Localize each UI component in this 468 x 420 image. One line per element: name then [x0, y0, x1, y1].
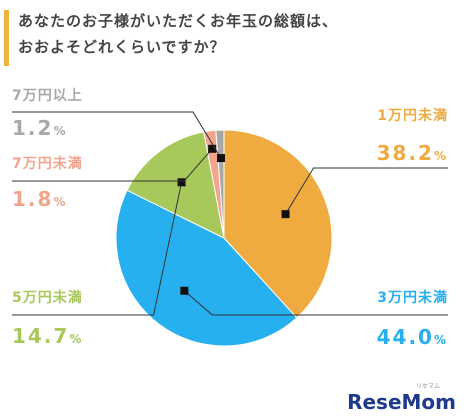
logo-subtext: リセマム: [415, 383, 440, 390]
label-name-slice-7man-ijou: 7万円以上: [12, 88, 83, 104]
title-accent-bar: [4, 10, 9, 66]
label-value-slice-7man-miman: 1.8%: [12, 187, 67, 211]
resemom-logo: ReseMom: [347, 390, 456, 414]
leader-line-slice-3man-miman: [184, 290, 448, 316]
chart-title-line-2: おおよそどれくらいですか？: [18, 38, 226, 56]
leader-line-slice-5man-miman: [12, 182, 183, 316]
label-value-slice-7man-ijou: 1.2%: [12, 116, 67, 140]
label-name-slice-3man-miman: 3万円未満: [377, 289, 448, 306]
label-name-slice-5man-miman: 5万円未満: [12, 289, 83, 306]
marker-slice-1man-miman: [281, 210, 290, 219]
label-name-slice-7man-miman: 7万円未満: [12, 155, 83, 172]
leader-line-slice-7man-ijou: [12, 111, 222, 159]
label-value-slice-1man-miman: 38.2%: [377, 141, 448, 165]
slice-5man-miman: [126, 131, 225, 239]
label-value-slice-3man-miman: 44.0%: [377, 325, 448, 349]
leader-line-slice-1man-miman: [285, 167, 448, 215]
slice-1man-miman: [223, 129, 333, 319]
marker-slice-7man-ijou: [216, 154, 225, 163]
marker-slice-7man-miman: [208, 144, 217, 153]
marker-slice-3man-miman: [180, 286, 189, 295]
leader-line-slice-7man-miman: [12, 148, 213, 182]
label-name-slice-1man-miman: 1万円未満: [377, 107, 448, 124]
chart-title-line-1: あなたのお子様がいただくお年玉の総額は、: [18, 12, 339, 30]
marker-slice-5man-miman: [177, 178, 186, 187]
label-value-slice-5man-miman: 14.7%: [12, 324, 83, 348]
slice-3man-miman: [115, 189, 298, 347]
